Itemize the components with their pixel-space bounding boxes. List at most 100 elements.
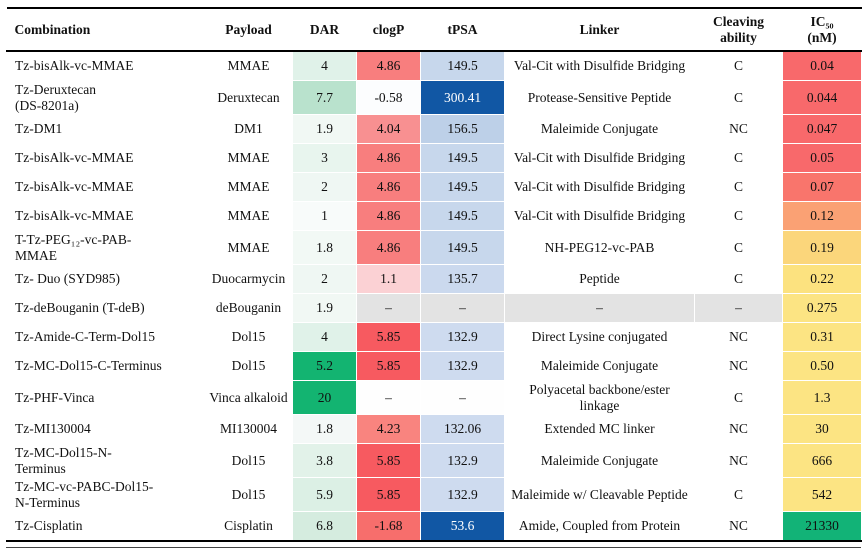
cell-dar: 1.9 bbox=[292, 114, 357, 145]
table-body: Tz-bisAlk-vc-MMAE MMAE 4 4.86 149.5 Val-Cit w… bbox=[6, 50, 862, 542]
cell-dar: 1.9 bbox=[292, 293, 357, 324]
cell-clogp: 5.85 bbox=[356, 477, 421, 513]
cell-dar: 6.8 bbox=[292, 511, 357, 542]
table-row: Tz-MI130004 MI130004 1.8 4.23 132.06 Extended… bbox=[6, 414, 862, 445]
cell-combination: Tz-MI130004 bbox=[6, 414, 205, 445]
cell-dar: 1.8 bbox=[292, 414, 357, 445]
cell-cleaving: C bbox=[694, 477, 783, 513]
table-row: T-Tz-PEG₁₂-vc-PAB- MMAE MMAE 1.8 4.86 149.5 N… bbox=[6, 230, 862, 266]
bottom-rule bbox=[6, 547, 861, 549]
cell-payload: Dol15 bbox=[204, 322, 293, 353]
cell-linker: Maleimide Conjugate bbox=[504, 351, 695, 382]
cell-payload: MMAE bbox=[204, 230, 293, 266]
cell-tpsa: 149.5 bbox=[420, 50, 505, 82]
cell-clogp: -1.68 bbox=[356, 511, 421, 542]
cell-combination: Tz-bisAlk-vc-MMAE bbox=[6, 172, 205, 203]
cell-combination: Tz-Amide-C-Term-Dol15 bbox=[6, 322, 205, 353]
cell-ic50: 0.044 bbox=[782, 80, 862, 116]
cell-ic50: 0.12 bbox=[782, 201, 862, 232]
cell-clogp: 4.04 bbox=[356, 114, 421, 145]
cell-clogp: 4.86 bbox=[356, 172, 421, 203]
cell-tpsa: 149.5 bbox=[420, 230, 505, 266]
cell-tpsa: 132.9 bbox=[420, 443, 505, 479]
cell-cleaving: NC bbox=[694, 443, 783, 479]
cell-dar: 3 bbox=[292, 143, 357, 174]
table-header: Combination Payload DAR clogP tPSA Linker Clea… bbox=[6, 8, 862, 53]
cell-combination: Tz-PHF-Vinca bbox=[6, 380, 205, 416]
cell-dar: 5.9 bbox=[292, 477, 357, 513]
cell-cleaving: C bbox=[694, 380, 783, 416]
cell-linker: Peptide bbox=[504, 264, 695, 295]
table-row: Tz-bisAlk-vc-MMAE MMAE 1 4.86 149.5 Val-Cit w… bbox=[6, 201, 862, 232]
cell-tpsa: 135.7 bbox=[420, 264, 505, 295]
cell-clogp: 5.85 bbox=[356, 443, 421, 479]
cell-payload: MMAE bbox=[204, 50, 293, 82]
cell-clogp: – bbox=[356, 293, 421, 324]
cell-tpsa: – bbox=[420, 293, 505, 324]
table-row: Tz-bisAlk-vc-MMAE MMAE 4 4.86 149.5 Val-Cit w… bbox=[6, 50, 862, 82]
table-row: Tz-Amide-C-Term-Dol15 Dol15 4 5.85 132.9 Dire… bbox=[6, 322, 862, 353]
cell-cleaving: C bbox=[694, 230, 783, 266]
cell-ic50: 0.04 bbox=[782, 50, 862, 82]
cell-linker: Amide, Coupled from Protein bbox=[504, 511, 695, 542]
cell-cleaving: NC bbox=[694, 322, 783, 353]
cell-tpsa: 149.5 bbox=[420, 143, 505, 174]
cell-cleaving: C bbox=[694, 143, 783, 174]
column-header-dar: DAR bbox=[292, 8, 357, 53]
cell-combination: Tz-bisAlk-vc-MMAE bbox=[6, 201, 205, 232]
table-row: Tz- Duo (SYD985) Duocarmycin 2 1.1 135.7 Pept… bbox=[6, 264, 862, 295]
cell-dar: 5.2 bbox=[292, 351, 357, 382]
cell-ic50: 21330 bbox=[782, 511, 862, 542]
cell-cleaving: NC bbox=[694, 414, 783, 445]
cell-ic50: 0.31 bbox=[782, 322, 862, 353]
cell-payload: Dol15 bbox=[204, 443, 293, 479]
adc-combination-table: Combination Payload DAR clogP tPSA Linker Clea… bbox=[6, 7, 862, 543]
cell-payload: MMAE bbox=[204, 143, 293, 174]
column-header-cleaving: Cleaving ability bbox=[694, 8, 783, 53]
cell-linker: Maleimide Conjugate bbox=[504, 443, 695, 479]
cell-linker: Maleimide Conjugate bbox=[504, 114, 695, 145]
cell-clogp: 5.85 bbox=[356, 351, 421, 382]
cell-clogp: 4.86 bbox=[356, 230, 421, 266]
cell-ic50: 542 bbox=[782, 477, 862, 513]
table-row: Tz-PHF-Vinca Vinca alkaloid 20– – Polyacetal… bbox=[6, 380, 862, 416]
cell-linker: Val-Cit with Disulfide Bridging bbox=[504, 143, 695, 174]
table-row: Tz-MC-Dol15-N- Terminus Dol15 3.8 5.85 132.9… bbox=[6, 443, 862, 479]
cell-dar: 1.8 bbox=[292, 230, 357, 266]
cell-payload: MMAE bbox=[204, 172, 293, 203]
cell-clogp: – bbox=[356, 380, 421, 416]
cell-payload: deBouganin bbox=[204, 293, 293, 324]
cell-clogp: 4.86 bbox=[356, 201, 421, 232]
cell-linker: Polyacetal backbone/ester linkage bbox=[504, 380, 695, 416]
cell-combination: Tz- Duo (SYD985) bbox=[6, 264, 205, 295]
cell-ic50: 0.50 bbox=[782, 351, 862, 382]
cell-cleaving: NC bbox=[694, 511, 783, 542]
cell-tpsa: – bbox=[420, 380, 505, 416]
cell-clogp: 1.1 bbox=[356, 264, 421, 295]
cell-ic50: 0.047 bbox=[782, 114, 862, 145]
cell-linker: NH-PEG12-vc-PAB bbox=[504, 230, 695, 266]
cell-cleaving: C bbox=[694, 172, 783, 203]
cell-dar: 20 bbox=[292, 380, 357, 416]
cell-clogp: 5.85 bbox=[356, 322, 421, 353]
column-header-linker: Linker bbox=[504, 8, 695, 53]
cell-tpsa: 132.9 bbox=[420, 351, 505, 382]
cell-clogp: 4.86 bbox=[356, 143, 421, 174]
cell-dar: 1 bbox=[292, 201, 357, 232]
cell-clogp: 4.86 bbox=[356, 50, 421, 82]
cell-combination: Tz-Deruxtecan (DS-8201a) bbox=[6, 80, 205, 116]
cell-ic50: 0.07 bbox=[782, 172, 862, 203]
cell-linker: Val-Cit with Disulfide Bridging bbox=[504, 201, 695, 232]
cell-cleaving: NC bbox=[694, 351, 783, 382]
cell-linker: Val-Cit with Disulfide Bridging bbox=[504, 172, 695, 203]
cell-combination: Tz-DM1 bbox=[6, 114, 205, 145]
cell-ic50: 666 bbox=[782, 443, 862, 479]
table-row: Tz-Cisplatin Cisplatin 6.8 -1.68 53.6 Amide, … bbox=[6, 511, 862, 542]
cell-linker: – bbox=[504, 293, 695, 324]
cell-tpsa: 132.9 bbox=[420, 322, 505, 353]
column-header-tpsa: tPSA bbox=[420, 8, 505, 53]
cell-linker: Maleimide w/ Cleavable Peptide bbox=[504, 477, 695, 513]
cell-combination: Tz-bisAlk-vc-MMAE bbox=[6, 143, 205, 174]
cell-payload: MI130004 bbox=[204, 414, 293, 445]
